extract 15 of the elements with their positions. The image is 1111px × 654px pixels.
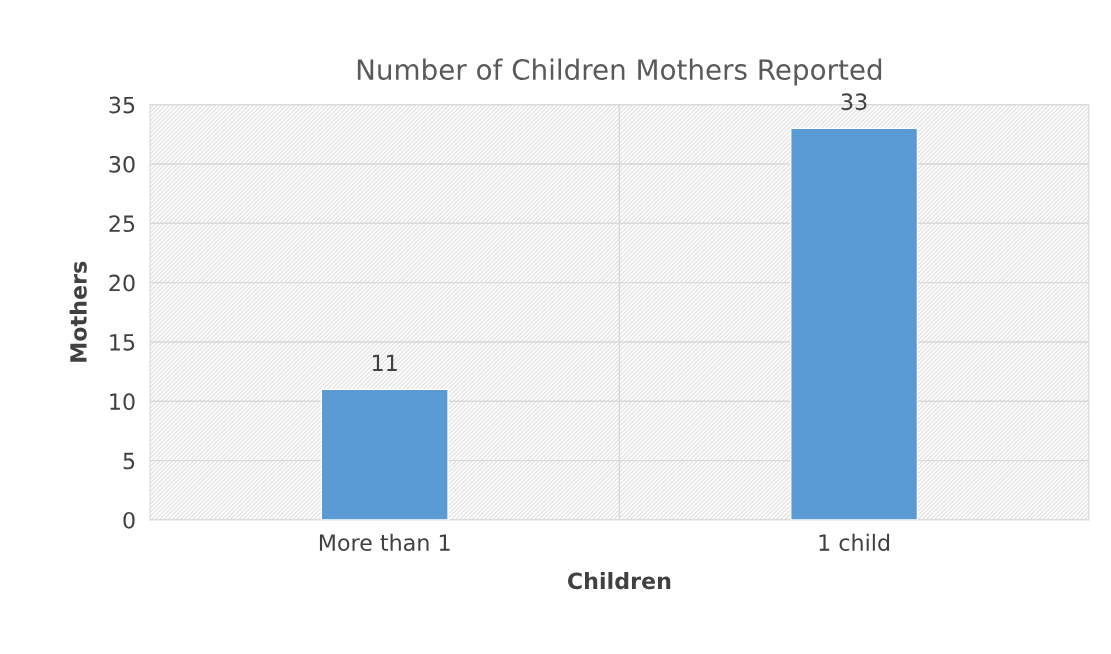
data-label: 11 xyxy=(372,354,397,371)
data-label: 33 xyxy=(841,93,867,111)
y-tick-label: 0 xyxy=(123,511,135,529)
y-axis-title: Mothers xyxy=(69,261,87,362)
y-tick-label: 20 xyxy=(109,274,135,292)
chart-title: Number of Children Mothers Reported xyxy=(357,58,882,86)
y-tick-label: 35 xyxy=(109,96,135,114)
y-tick-label: 5 xyxy=(123,452,135,470)
y-tick-label: 15 xyxy=(110,334,135,351)
x-tick-label: 1 child xyxy=(819,533,890,552)
x-axis-title: Children xyxy=(567,571,671,590)
y-tick-label: 30 xyxy=(109,155,135,173)
y-tick-label: 10 xyxy=(110,393,135,411)
x-tick-label: More than 1 xyxy=(319,533,450,552)
y-tick-label: 25 xyxy=(109,215,135,233)
